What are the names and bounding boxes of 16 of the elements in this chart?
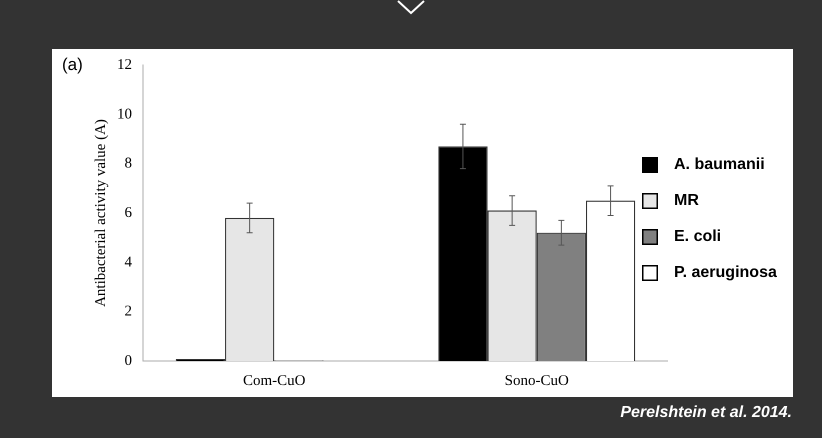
legend-label: E. coli bbox=[674, 228, 722, 246]
x-tick-label: Sono-CuO bbox=[504, 372, 569, 389]
text: Perelshtein et al. 2014. bbox=[620, 404, 792, 422]
legend-label: MR bbox=[674, 192, 699, 210]
y-tick-label: 4 bbox=[124, 254, 132, 270]
y-tick-label: 10 bbox=[117, 106, 132, 122]
y-tick-label: 2 bbox=[124, 304, 132, 320]
y-axis-title: Antibacterial activity value (A) bbox=[92, 119, 109, 307]
y-tick-label: 12 bbox=[117, 56, 132, 73]
legend-label: P. aeruginosa bbox=[674, 264, 777, 282]
y-tick-label: 8 bbox=[124, 156, 132, 172]
chart-title: (a) bbox=[62, 55, 83, 75]
x-tick-label: Com-CuO bbox=[242, 372, 306, 389]
y-tick-label: 0 bbox=[124, 352, 132, 369]
legend-label: A. baumanii bbox=[674, 156, 765, 174]
y-tick-label: 6 bbox=[124, 204, 132, 221]
